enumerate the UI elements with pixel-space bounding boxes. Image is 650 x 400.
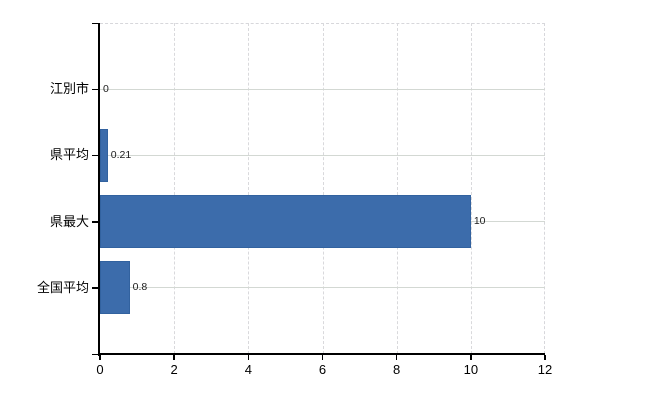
gridline-horizontal: [100, 88, 545, 90]
category-label-0: 江別市: [49, 81, 89, 97]
x-axis-line: [98, 353, 545, 355]
value-label-1: 0.21: [110, 148, 132, 161]
category-label-3: 全国平均: [36, 279, 89, 295]
y-axis-tick: [92, 88, 98, 91]
x-axis-tick-0: [99, 355, 101, 360]
x-axis-label-0: 0: [96, 362, 104, 377]
x-axis-tick-10: [470, 355, 472, 360]
x-axis-tick-12: [544, 355, 546, 360]
gridline-vertical: [248, 23, 250, 354]
x-axis-tick-4: [247, 355, 250, 360]
y-axis-tick: [92, 287, 98, 289]
gridline-horizontal: [100, 154, 545, 156]
x-axis-tick-8: [395, 355, 398, 360]
x-axis-tick-2: [173, 355, 175, 360]
bar-2: [100, 195, 471, 249]
y-axis-tick: [92, 154, 98, 157]
x-axis-label-8: 8: [393, 362, 401, 377]
y-axis-tick: [92, 221, 98, 223]
y-axis-tick: [92, 22, 98, 24]
value-label-0: 0: [103, 82, 109, 95]
x-axis-label-6: 6: [318, 362, 327, 377]
gridline-vertical: [174, 23, 176, 354]
x-axis-tick-6: [321, 355, 324, 360]
value-label-2: 10: [473, 215, 486, 228]
x-axis-label-10: 10: [463, 362, 479, 377]
bar-1: [100, 128, 108, 182]
bar-3: [100, 261, 130, 315]
gridline-horizontal: [100, 287, 545, 289]
y-axis-tick: [92, 353, 98, 355]
gridline-vertical: [396, 23, 398, 354]
y-axis-line: [98, 23, 100, 356]
category-label-2: 県最大: [49, 213, 89, 229]
gridline-vertical: [470, 23, 472, 354]
x-axis-label-2: 2: [170, 362, 178, 377]
x-axis-label-4: 4: [244, 362, 252, 377]
value-label-3: 0.8: [132, 281, 148, 294]
category-label-1: 県平均: [49, 147, 89, 163]
x-axis-label-12: 12: [537, 362, 553, 377]
gridline-vertical: [322, 23, 324, 354]
